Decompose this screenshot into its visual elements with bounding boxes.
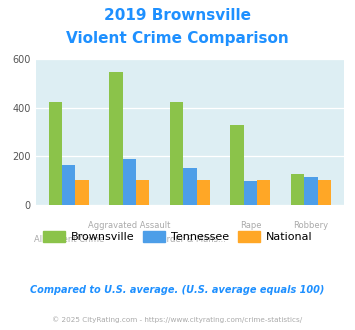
Text: Murder & Mans...: Murder & Mans... — [154, 235, 226, 244]
Bar — [197, 181, 210, 205]
Bar — [49, 102, 62, 205]
Text: Violent Crime Comparison: Violent Crime Comparison — [66, 31, 289, 46]
Text: All Violent Crime: All Violent Crime — [34, 235, 104, 244]
Bar — [136, 181, 149, 205]
Text: Robbery: Robbery — [294, 221, 329, 230]
Bar — [291, 174, 304, 205]
Bar — [304, 177, 318, 205]
Bar — [76, 181, 89, 205]
Bar — [257, 181, 271, 205]
Bar — [183, 168, 197, 205]
Legend: Brownsville, Tennessee, National: Brownsville, Tennessee, National — [38, 227, 317, 247]
Text: Rape: Rape — [240, 221, 261, 230]
Text: Compared to U.S. average. (U.S. average equals 100): Compared to U.S. average. (U.S. average … — [30, 285, 325, 295]
Text: Aggravated Assault: Aggravated Assault — [88, 221, 170, 230]
Bar — [318, 181, 331, 205]
Bar — [170, 102, 183, 205]
Text: © 2025 CityRating.com - https://www.cityrating.com/crime-statistics/: © 2025 CityRating.com - https://www.city… — [53, 317, 302, 323]
Text: 2019 Brownsville: 2019 Brownsville — [104, 8, 251, 23]
Bar — [230, 125, 244, 205]
Bar — [109, 72, 123, 205]
Bar — [62, 165, 76, 205]
Bar — [244, 181, 257, 205]
Bar — [123, 159, 136, 205]
